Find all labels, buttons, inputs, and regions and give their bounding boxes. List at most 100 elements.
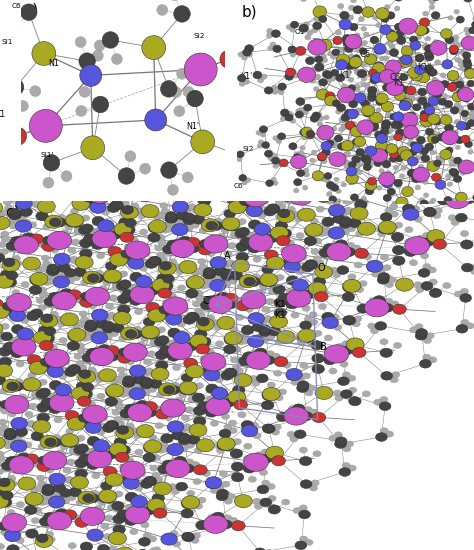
- Circle shape: [0, 322, 3, 335]
- Circle shape: [306, 73, 314, 80]
- Circle shape: [84, 234, 96, 243]
- Circle shape: [102, 317, 110, 323]
- Circle shape: [263, 424, 275, 433]
- Circle shape: [186, 365, 203, 378]
- Circle shape: [98, 275, 107, 281]
- Circle shape: [241, 425, 258, 437]
- Circle shape: [404, 248, 417, 256]
- Circle shape: [305, 260, 317, 268]
- Circle shape: [25, 454, 39, 464]
- Circle shape: [306, 130, 314, 137]
- Circle shape: [186, 279, 199, 289]
- Circle shape: [435, 180, 446, 189]
- Circle shape: [376, 134, 388, 144]
- Circle shape: [27, 355, 41, 365]
- Circle shape: [460, 171, 465, 175]
- Circle shape: [97, 253, 105, 259]
- Circle shape: [6, 310, 14, 316]
- Circle shape: [445, 124, 454, 132]
- Circle shape: [117, 426, 129, 434]
- Circle shape: [312, 48, 328, 64]
- Circle shape: [445, 190, 470, 208]
- Circle shape: [122, 206, 134, 214]
- Circle shape: [468, 105, 474, 109]
- Circle shape: [465, 74, 470, 78]
- Circle shape: [39, 141, 47, 147]
- Circle shape: [140, 372, 148, 378]
- Circle shape: [255, 503, 263, 509]
- Circle shape: [0, 398, 1, 408]
- Circle shape: [81, 136, 105, 160]
- Circle shape: [283, 362, 291, 368]
- Circle shape: [8, 127, 27, 145]
- Circle shape: [149, 548, 158, 550]
- Circle shape: [387, 30, 392, 35]
- Circle shape: [399, 101, 411, 111]
- Circle shape: [47, 266, 59, 275]
- Circle shape: [206, 397, 230, 415]
- Circle shape: [94, 346, 102, 352]
- Circle shape: [156, 279, 164, 285]
- Circle shape: [410, 170, 419, 177]
- Circle shape: [5, 168, 13, 174]
- Circle shape: [37, 461, 51, 471]
- Circle shape: [224, 336, 237, 345]
- Circle shape: [1, 466, 9, 472]
- Circle shape: [165, 459, 190, 477]
- Circle shape: [241, 173, 254, 182]
- Circle shape: [38, 166, 46, 172]
- Circle shape: [415, 54, 424, 62]
- Circle shape: [86, 170, 94, 177]
- Circle shape: [57, 214, 66, 221]
- Circle shape: [310, 218, 318, 224]
- Circle shape: [348, 387, 357, 393]
- Circle shape: [337, 266, 349, 274]
- Circle shape: [355, 144, 360, 148]
- Circle shape: [76, 360, 84, 366]
- Circle shape: [76, 106, 87, 117]
- Circle shape: [313, 256, 321, 262]
- Circle shape: [24, 442, 32, 448]
- Circle shape: [99, 356, 107, 362]
- Circle shape: [38, 238, 46, 244]
- Circle shape: [0, 253, 5, 262]
- Circle shape: [20, 4, 37, 20]
- Circle shape: [194, 447, 203, 453]
- Circle shape: [314, 16, 319, 21]
- Circle shape: [410, 151, 415, 155]
- Circle shape: [310, 485, 318, 491]
- Circle shape: [86, 348, 99, 358]
- Circle shape: [47, 232, 72, 250]
- Circle shape: [153, 547, 161, 550]
- Circle shape: [347, 15, 354, 20]
- Circle shape: [359, 280, 367, 287]
- Circle shape: [78, 414, 90, 422]
- Circle shape: [319, 304, 327, 310]
- Circle shape: [54, 417, 62, 423]
- Circle shape: [376, 98, 384, 105]
- Circle shape: [194, 169, 202, 175]
- Circle shape: [23, 257, 40, 270]
- Circle shape: [104, 333, 112, 339]
- Circle shape: [317, 125, 334, 140]
- Circle shape: [231, 230, 239, 236]
- Circle shape: [217, 278, 225, 284]
- Circle shape: [155, 189, 164, 195]
- Circle shape: [396, 155, 401, 160]
- Circle shape: [242, 180, 247, 185]
- Circle shape: [131, 139, 139, 145]
- Circle shape: [184, 358, 198, 368]
- Circle shape: [161, 227, 169, 233]
- Circle shape: [132, 383, 140, 389]
- Circle shape: [0, 403, 4, 409]
- Circle shape: [6, 456, 18, 466]
- Circle shape: [100, 414, 108, 420]
- Circle shape: [371, 73, 383, 82]
- Circle shape: [130, 255, 138, 261]
- Circle shape: [255, 452, 264, 458]
- Circle shape: [378, 308, 386, 314]
- Circle shape: [149, 284, 158, 290]
- Circle shape: [31, 200, 40, 206]
- Circle shape: [7, 293, 31, 312]
- Circle shape: [55, 509, 68, 518]
